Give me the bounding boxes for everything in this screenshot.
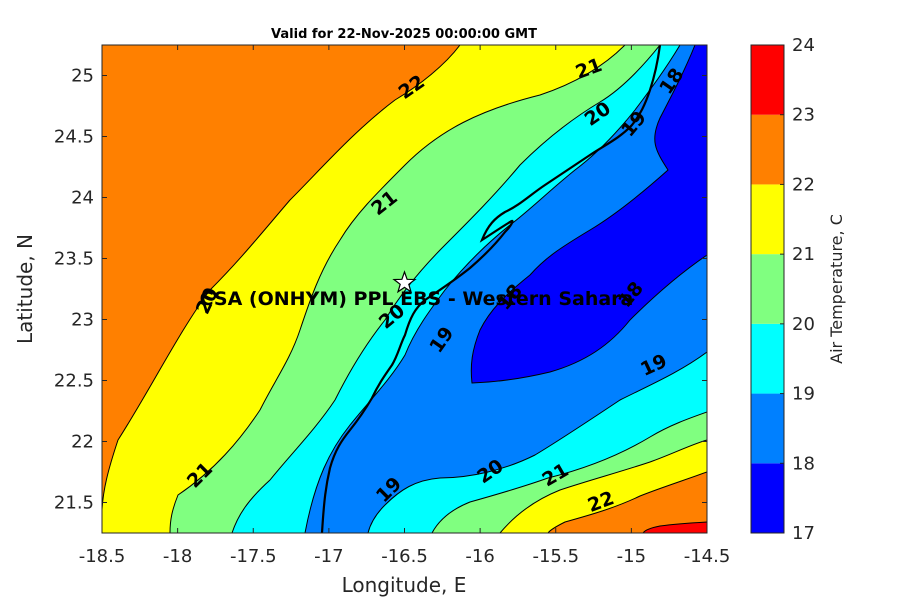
x-tick-label: -14.5 (684, 546, 731, 567)
y-tick-label: 22 (71, 432, 94, 453)
chart-title: Valid for 22-Nov-2025 00:00:00 GMT (271, 27, 537, 42)
colorbar-label: Air Temperature, C (827, 214, 846, 364)
colorbar-tick-label: 18 (792, 453, 815, 474)
colorbar-swatch (751, 184, 784, 255)
y-tick-label: 22.5 (54, 371, 94, 392)
colorbar-swatch (751, 45, 784, 115)
colorbar-tick-label: 21 (792, 244, 815, 265)
x-tick-label: -18.5 (79, 546, 126, 567)
y-tick-label: 21.5 (54, 493, 94, 514)
y-tick-label: 24.5 (54, 127, 94, 148)
site-star-icon (392, 270, 417, 294)
y-axis: 21.5 22 22.5 23 23.5 24 24.5 25 (54, 66, 707, 514)
x-tick-label: -15 (617, 546, 646, 567)
x-tick-label: -17 (314, 546, 343, 567)
colorbar-tick-label: 19 (792, 384, 815, 405)
site-marker-group: CSA (ONHYM) PPL EBS - Western Sahara (200, 270, 634, 310)
colorbar-swatch (751, 254, 784, 324)
x-axis-label: Longitude, E (342, 573, 467, 597)
colorbar-swatch (751, 393, 784, 464)
coastline (320, 45, 662, 533)
y-tick-label: 23 (71, 310, 94, 331)
y-tick-label: 24 (71, 188, 94, 209)
colorbar: 17 18 19 20 21 22 23 24 (750, 35, 815, 544)
x-tick-label: -15.5 (532, 546, 579, 567)
y-tick-label: 23.5 (54, 249, 94, 270)
colorbar-swatch (751, 323, 784, 394)
colorbar-swatch (751, 114, 784, 185)
band-22-23-south (547, 471, 707, 533)
band-23-24-south (642, 521, 707, 533)
colorbar-tick-label: 24 (792, 35, 815, 56)
colorbar-border (750, 44, 785, 534)
x-tick-label: -18 (163, 546, 192, 567)
x-axis: -18.5 -18 -17.5 -17 -16.5 -16 -15.5 -15 -14.5 (79, 45, 731, 567)
site-label: CSA (ONHYM) PPL EBS - Western Sahara (200, 288, 634, 310)
y-tick-label: 25 (71, 66, 94, 87)
band-17-18 (470, 45, 707, 384)
colorbar-tick-label: 20 (792, 314, 815, 335)
colorbar-tick-label: 17 (792, 523, 815, 544)
plot-area (102, 45, 707, 533)
colorbar-swatch (751, 463, 784, 533)
x-tick-label: -16 (465, 546, 494, 567)
colorbar-tick-label: 23 (792, 105, 815, 126)
colorbar-tick-label: 22 (792, 174, 815, 195)
y-axis-label: Latitude, N (13, 234, 37, 344)
x-tick-label: -17.5 (230, 546, 277, 567)
x-tick-label: -16.5 (381, 546, 428, 567)
